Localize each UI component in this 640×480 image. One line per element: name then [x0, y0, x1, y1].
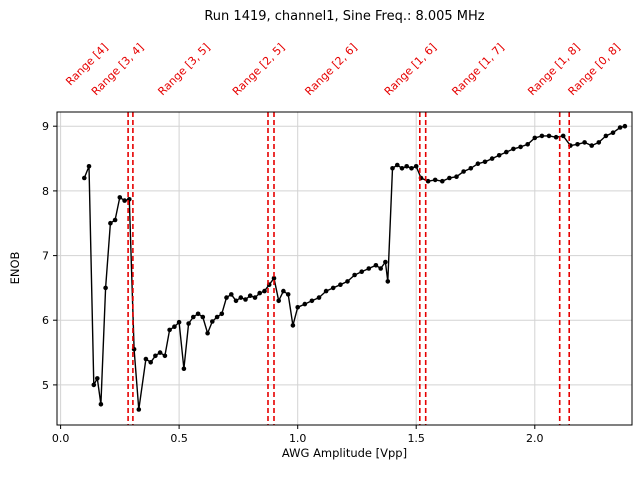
svg-text:Range [2, 5]: Range [2, 5] — [230, 41, 287, 98]
svg-text:7: 7 — [42, 250, 49, 263]
svg-text:6: 6 — [42, 314, 49, 327]
svg-text:1.5: 1.5 — [407, 432, 425, 445]
x-axis-label: AWG Amplitude [Vpp] — [281, 446, 408, 460]
svg-text:Range [3, 5]: Range [3, 5] — [155, 41, 212, 98]
chart-title: Run 1419, channel1, Sine Freq.: 8.005 MH… — [204, 9, 485, 24]
svg-text:5: 5 — [42, 379, 49, 392]
svg-text:Range [1, 6]: Range [1, 6] — [382, 41, 439, 98]
svg-text:2.0: 2.0 — [526, 432, 544, 445]
svg-text:Range [1, 7]: Range [1, 7] — [449, 41, 506, 98]
svg-text:Range [2, 6]: Range [2, 6] — [302, 41, 359, 98]
svg-text:1.0: 1.0 — [289, 432, 307, 445]
svg-text:8: 8 — [42, 185, 49, 198]
svg-text:0.0: 0.0 — [52, 432, 70, 445]
y-axis-label: ENOB — [8, 251, 22, 285]
svg-text:0.5: 0.5 — [170, 432, 188, 445]
svg-text:9: 9 — [42, 120, 49, 133]
